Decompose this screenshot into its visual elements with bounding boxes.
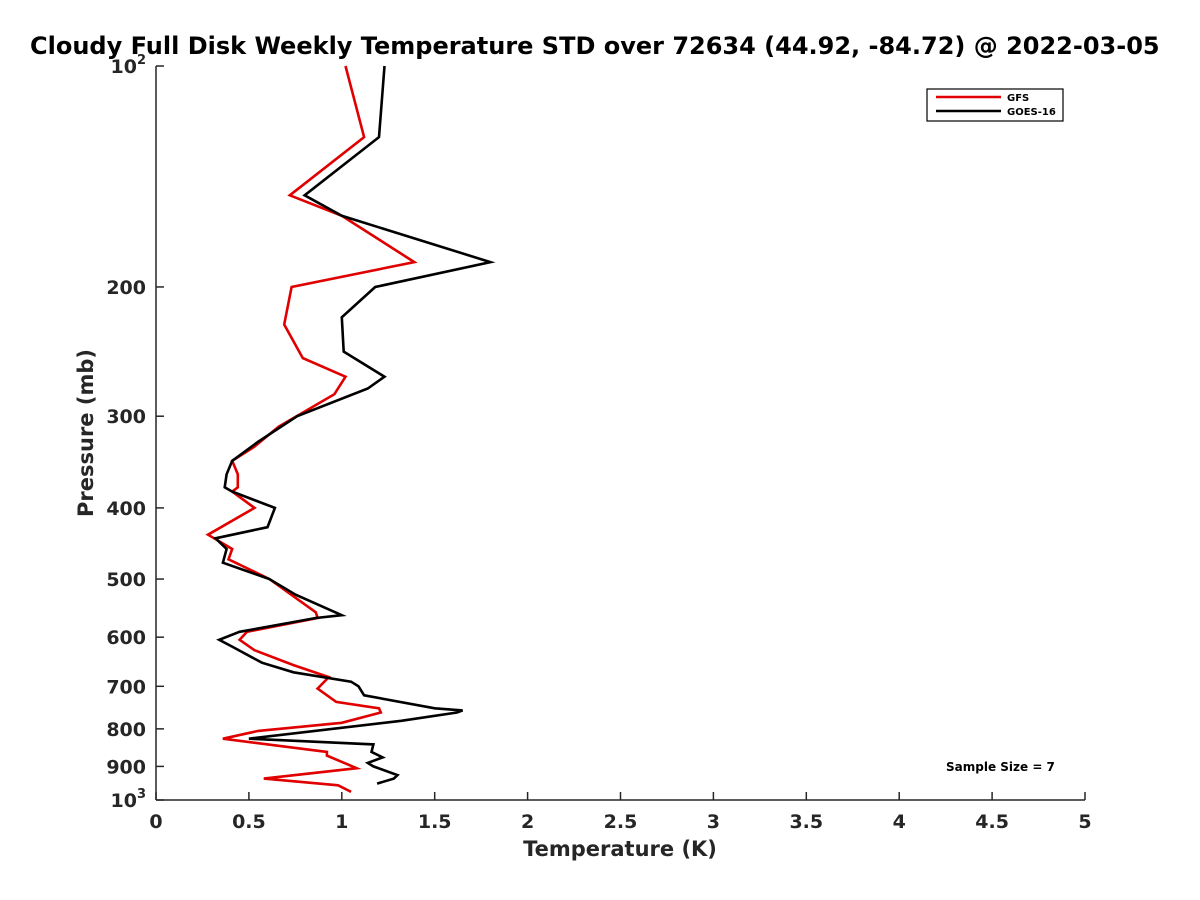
x-tick-label: 2: [521, 811, 534, 833]
x-tick-label: 0: [149, 811, 162, 833]
x-axis-label: Temperature (K): [523, 837, 717, 861]
y-tick-label: 300: [106, 406, 146, 428]
x-ticks: 0 0.5 1 1.5 2 2.5 3 3.5 4 4.5 5: [149, 792, 1092, 833]
x-tick-label: 1.5: [418, 811, 452, 833]
sample-size-annotation: Sample Size = 7: [946, 760, 1055, 774]
y-tick-label: 800: [106, 719, 146, 741]
legend-box: [926, 88, 1064, 122]
x-tick-label: 5: [1078, 811, 1091, 833]
x-tick-label: 0.5: [232, 811, 266, 833]
y-tick-label: 700: [106, 676, 146, 698]
legend-label-gfs: GFS: [1007, 93, 1029, 104]
plot-area: [156, 66, 1085, 800]
x-tick-label: 2.5: [604, 811, 638, 833]
series-line-goes16: [212, 65, 496, 785]
x-tick-label: 1: [335, 811, 348, 833]
y-tick-label: 200: [106, 277, 146, 299]
legend: GFS GOES-16: [926, 88, 1064, 122]
y-tick-label: 600: [106, 627, 146, 649]
y-tick-label: 900: [106, 756, 146, 778]
legend-label-goes16: GOES-16: [1007, 107, 1056, 118]
y-tick-label: 102: [111, 53, 147, 78]
y-tick-label: 400: [106, 498, 146, 520]
y-axis-label: Pressure (mb): [74, 349, 98, 517]
x-tick-label: 4.5: [975, 811, 1009, 833]
x-tick-label: 3.5: [789, 811, 823, 833]
y-tick-label: 103: [111, 787, 147, 812]
series-layer: [205, 65, 496, 794]
x-tick-label: 3: [707, 811, 720, 833]
y-tick-label: 500: [106, 569, 146, 591]
x-tick-label: 4: [893, 811, 906, 833]
plot-background: [156, 66, 1085, 800]
chart-title: Cloudy Full Disk Weekly Temperature STD …: [30, 32, 1160, 60]
y-ticks: 102 200 300 400 500 600 700 800 900 103: [106, 53, 164, 812]
